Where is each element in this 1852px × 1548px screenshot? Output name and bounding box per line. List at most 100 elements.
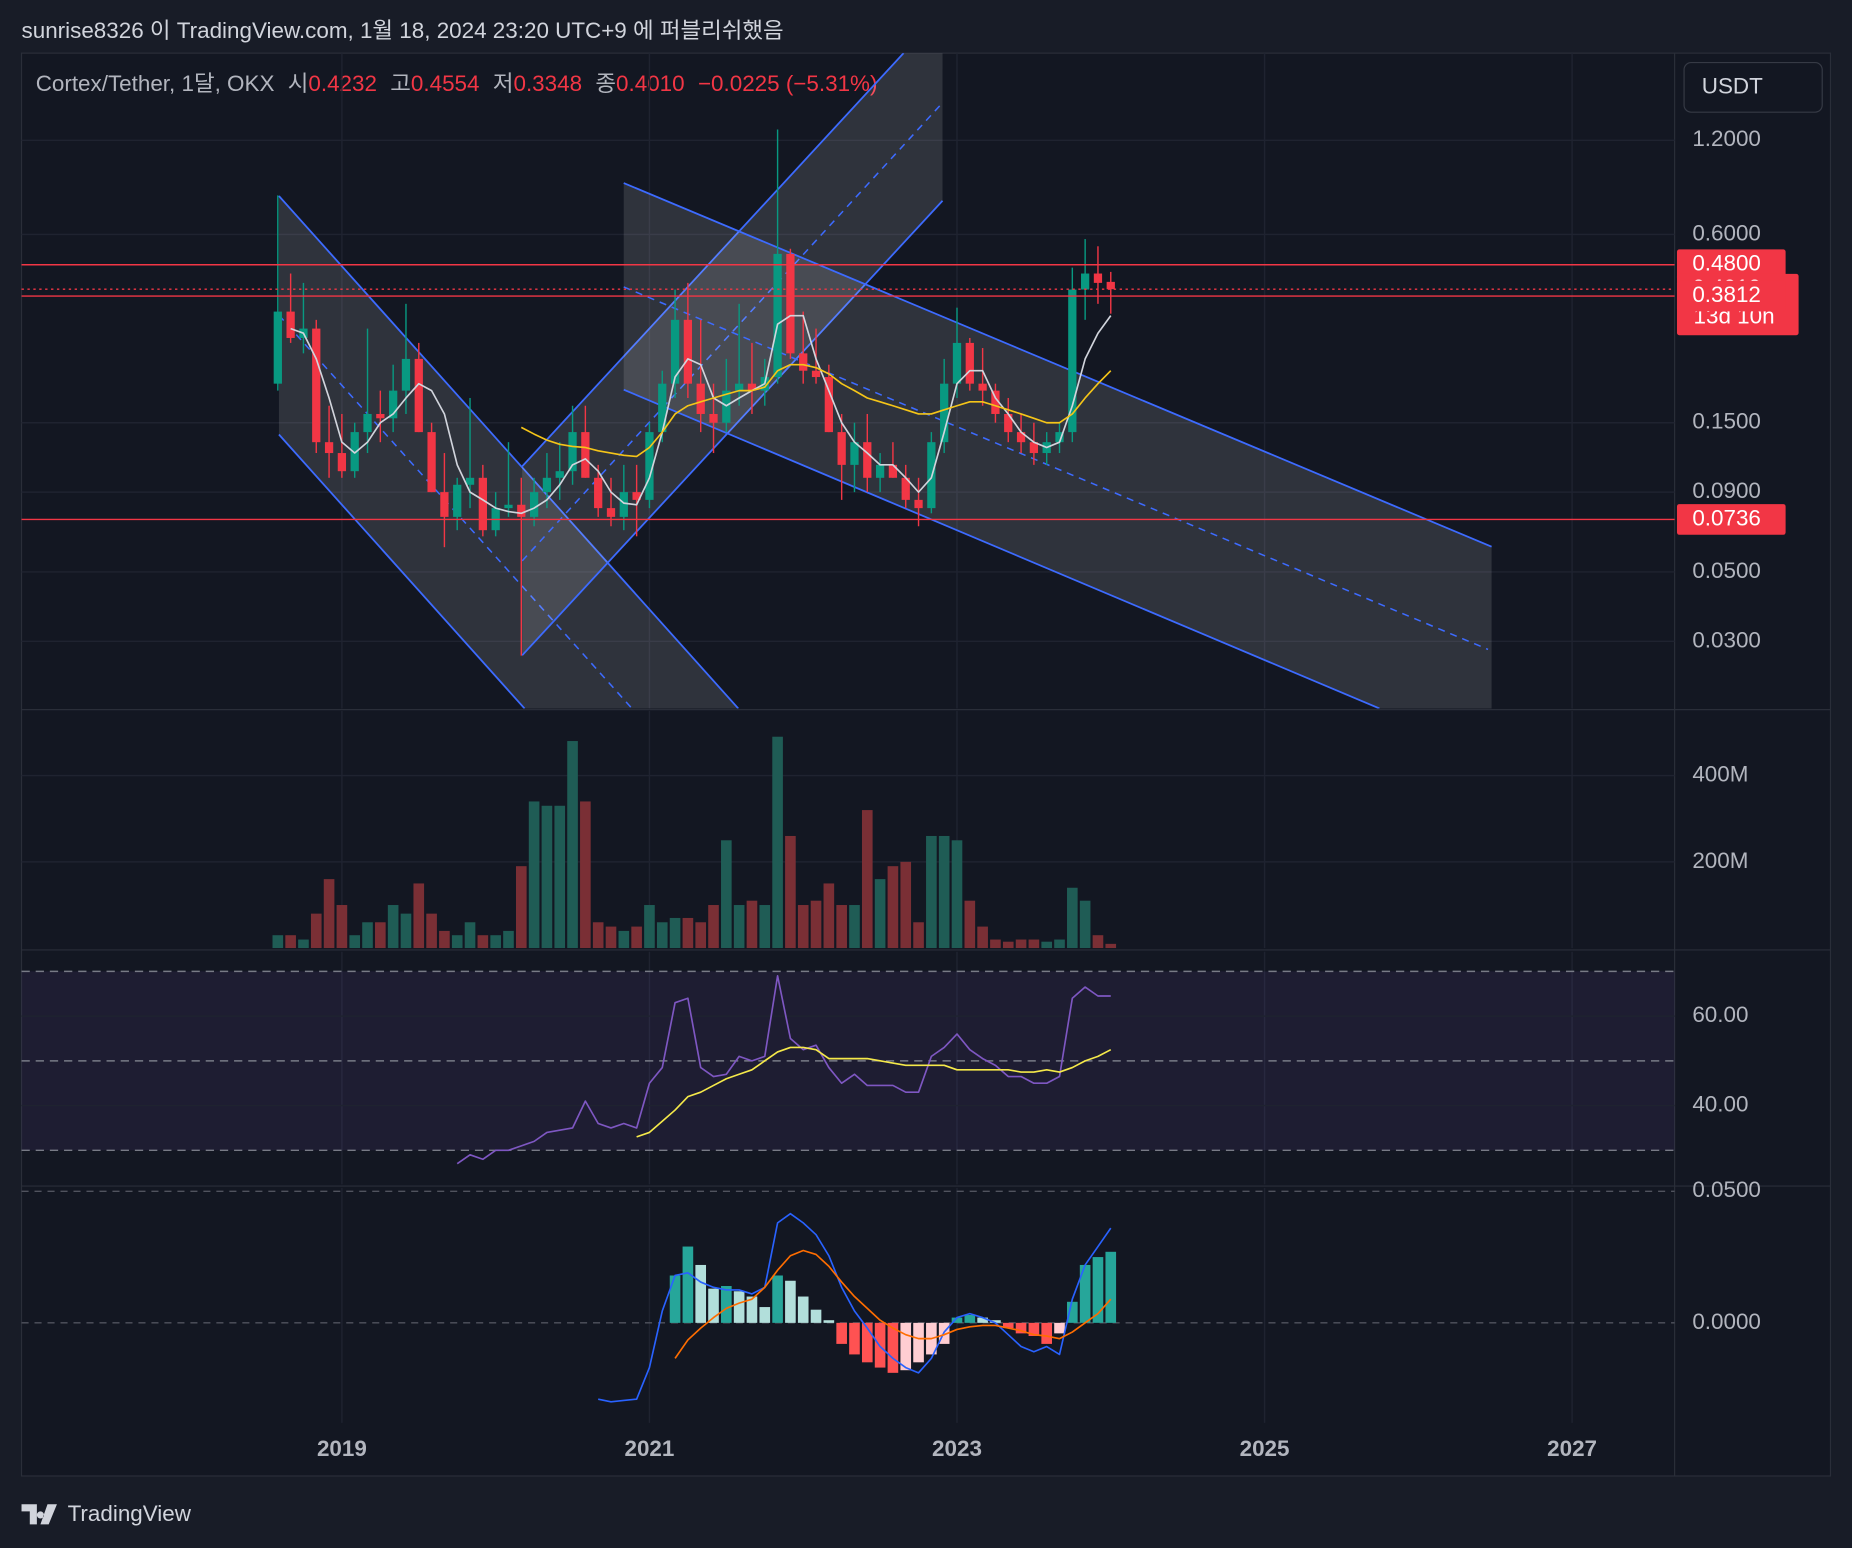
histogram-bar — [1015, 1322, 1027, 1334]
volume-bar — [810, 900, 822, 949]
candle-body — [1016, 432, 1026, 443]
volume-bar — [785, 835, 796, 949]
series-line — [636, 1046, 1112, 1138]
legend-value: 0.4232 — [308, 71, 377, 96]
channel-midline — [623, 286, 1489, 651]
candle-body — [773, 253, 782, 378]
candle-body — [709, 413, 718, 423]
volume-bar — [477, 935, 489, 949]
candle-body — [632, 492, 641, 500]
series-line — [598, 1212, 1112, 1403]
brand-logo[interactable] — [21, 1504, 57, 1525]
volume-bar — [708, 905, 719, 949]
legend: Cortex/Tether, 1달, OKX 시0.4232 고0.4554 저… — [36, 71, 878, 96]
candle-body — [811, 370, 821, 378]
candle-body — [453, 484, 462, 517]
candle-body — [1081, 273, 1090, 290]
histogram-bar — [1105, 1251, 1117, 1323]
candle-body — [376, 413, 385, 419]
candle-body — [965, 342, 974, 384]
price-label-box — [1676, 280, 1786, 312]
histogram-bar — [721, 1286, 732, 1323]
legend-label: 종 — [595, 71, 616, 96]
candle-body — [991, 390, 1000, 414]
button-label[interactable]: USDT — [1702, 73, 1763, 98]
volume-bar — [439, 930, 450, 949]
volume-bar — [323, 879, 335, 949]
candle-body — [401, 358, 411, 391]
histogram-bar — [1028, 1322, 1040, 1337]
candle-body — [914, 499, 923, 509]
volume-bar — [682, 917, 694, 949]
currency-button[interactable]: USDT — [1683, 61, 1823, 113]
volume-bar — [913, 922, 924, 949]
candle-body — [414, 358, 423, 433]
channel-line — [623, 388, 1380, 709]
series-line — [456, 975, 1111, 1165]
volume-bar — [874, 879, 886, 949]
volume-bar — [644, 905, 655, 949]
volume-bar — [1028, 939, 1040, 949]
rsi-series — [456, 975, 1112, 1165]
button-frame[interactable] — [1683, 61, 1823, 113]
histogram-bar — [861, 1322, 873, 1363]
volume-bar — [797, 905, 809, 949]
histogram-bar — [1041, 1322, 1053, 1344]
candle-body — [901, 477, 910, 500]
histogram-bar — [913, 1322, 924, 1363]
volume-bar — [490, 935, 501, 949]
volume-bar — [605, 926, 617, 949]
candle-body — [273, 311, 282, 384]
volume-bar — [733, 905, 745, 949]
macd-series — [598, 1212, 1117, 1403]
volume-bar — [1105, 943, 1117, 949]
candle-body — [1004, 413, 1013, 433]
volume-bar — [849, 905, 860, 949]
attribution: sunrise8326 이 TradingView.com, 1월 18, 20… — [22, 18, 784, 43]
price-label-box — [1676, 504, 1786, 535]
volume-series — [272, 736, 1117, 949]
candle-body — [350, 432, 359, 472]
y-tick-label: 40.00 — [1692, 1092, 1748, 1117]
series-line — [674, 1249, 1112, 1359]
histogram-bar — [708, 1288, 719, 1323]
volume-bar — [362, 922, 373, 949]
candle-body — [1029, 442, 1039, 454]
candle-body — [940, 383, 949, 443]
histogram-bar — [733, 1291, 745, 1323]
candle-body — [529, 492, 539, 517]
price-label: 0.3812 — [1692, 282, 1761, 307]
candle-body — [427, 432, 436, 493]
brand-name[interactable]: TradingView — [68, 1501, 192, 1526]
volume-bar — [567, 741, 578, 949]
price-label: 0.0736 — [1692, 505, 1761, 530]
histogram-bar — [951, 1317, 963, 1323]
volume-bar — [772, 736, 783, 949]
legend-symbol: Cortex/Tether, 1달, OKX — [36, 71, 275, 96]
y-tick-label: 400M — [1692, 761, 1748, 786]
legend-label: 시 — [288, 71, 309, 96]
price-label: 0.4800 — [1692, 251, 1761, 276]
y-tick-label: 0.6000 — [1692, 220, 1761, 245]
legend-value: 0.4010 — [616, 71, 685, 96]
channel-line — [521, 53, 905, 468]
volume-bar — [554, 805, 566, 949]
volume-bar — [375, 922, 386, 949]
y-tick-label: 0.0500 — [1692, 558, 1761, 583]
x-tick-label: 2023 — [932, 1436, 982, 1461]
candle-body — [824, 377, 833, 433]
candle-body — [670, 319, 680, 384]
volume-bar — [503, 930, 514, 949]
legend-value: 0.4554 — [411, 71, 480, 96]
histogram-bar — [964, 1314, 976, 1323]
legend-value: 0.3348 — [513, 71, 582, 96]
volume-bar — [759, 905, 771, 949]
volume-bar — [387, 905, 399, 949]
histogram-bar — [797, 1296, 809, 1323]
volume-bar — [721, 840, 732, 949]
candle-body — [696, 383, 705, 414]
x-tick-label: 2019 — [317, 1436, 367, 1461]
volume-bar — [1079, 900, 1091, 949]
brand[interactable]: TradingView — [21, 1501, 192, 1526]
y-tick-label: 1.2000 — [1692, 126, 1761, 151]
